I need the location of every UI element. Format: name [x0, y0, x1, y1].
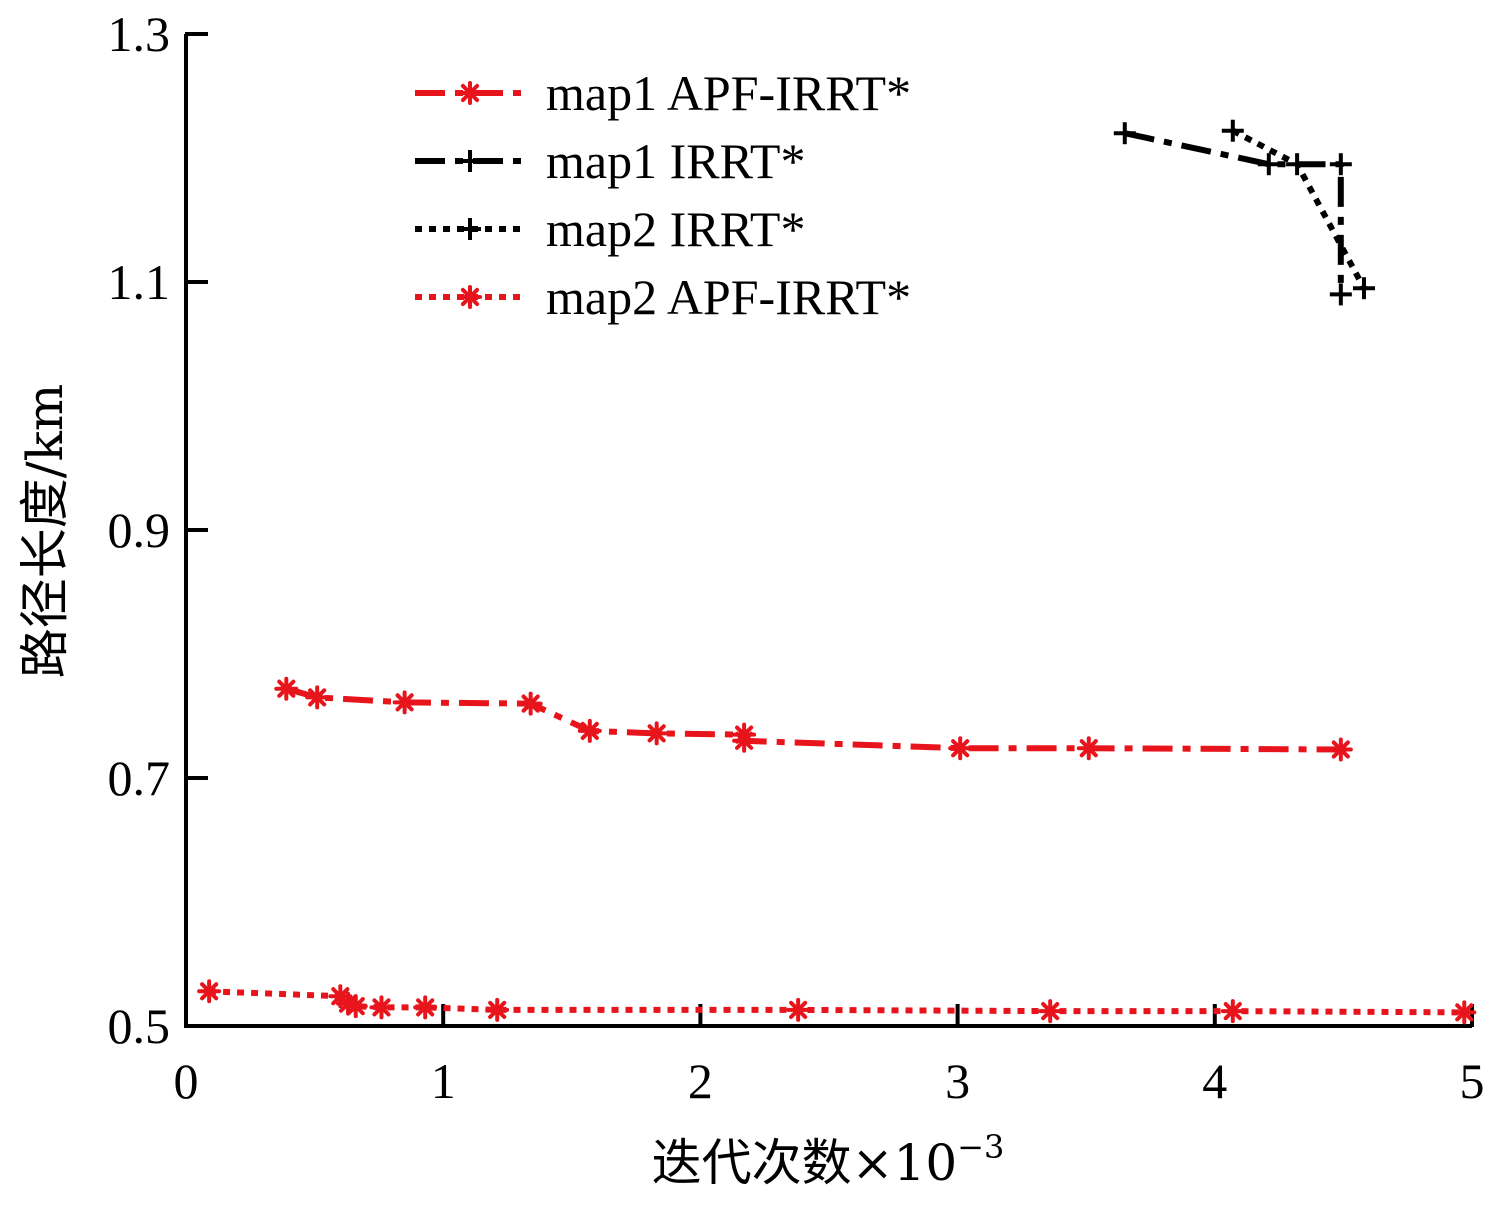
data-point — [577, 718, 602, 743]
marker-core — [1336, 745, 1345, 754]
legend-marker — [458, 285, 482, 309]
legend-marker — [458, 81, 482, 105]
data-point — [1038, 999, 1063, 1024]
marker-core — [1460, 1008, 1469, 1017]
x-axis-label: 迭代次数×10−3 — [652, 1128, 1005, 1192]
series-line — [208, 988, 1465, 1016]
legend-label: map2 APF-IRRT* — [546, 269, 911, 325]
marker-core — [1228, 1007, 1237, 1016]
data-point — [343, 994, 368, 1019]
data-point — [197, 979, 222, 1004]
marker-core — [585, 726, 594, 735]
marker-core — [421, 1003, 430, 1012]
data-point — [1220, 999, 1245, 1024]
series-map1-irrt- — [1113, 122, 1352, 306]
marker-core — [466, 89, 474, 97]
marker-core — [1046, 1007, 1055, 1016]
data-point — [1328, 737, 1353, 762]
data-point — [485, 997, 510, 1022]
legend-marker — [459, 150, 481, 172]
x-tick-label: 1 — [431, 1053, 456, 1109]
data-point — [1452, 1000, 1477, 1025]
y-tick-label: 1.3 — [108, 6, 171, 62]
x-axis-label-main: 迭代次数×10 — [652, 1134, 958, 1192]
y-tick-label: 0.5 — [108, 998, 171, 1054]
data-point — [1329, 153, 1352, 176]
legend-item: map2 IRRT* — [415, 201, 805, 257]
axes — [184, 34, 1472, 1028]
legend-item: map1 IRRT* — [415, 133, 805, 189]
x-tick-label: 5 — [1460, 1053, 1485, 1109]
series-map2-apf-irrt- — [197, 979, 1477, 1025]
legend-label: map2 IRRT* — [546, 201, 805, 257]
marker-core — [794, 1005, 803, 1014]
y-tick-label: 0.7 — [108, 750, 171, 806]
marker-core — [493, 1005, 502, 1014]
x-tick-label: 3 — [945, 1053, 970, 1109]
series-map2-irrt- — [1221, 119, 1375, 300]
series-map1-apf-irrt- — [274, 676, 1353, 762]
marker-core — [282, 684, 291, 693]
data-point — [1286, 153, 1309, 176]
marker-core — [526, 699, 535, 708]
data-point — [274, 676, 299, 701]
x-tick-label: 2 — [688, 1053, 713, 1109]
legend-marker — [459, 218, 481, 240]
data-point — [1257, 153, 1280, 176]
data-point — [786, 997, 811, 1022]
ticks: 0 1 2 3 4 5 0.5 0.7 0.9 1.1 1.3 — [108, 6, 1485, 1109]
data-point — [1076, 736, 1101, 761]
series-layer — [197, 119, 1477, 1025]
legend: map1 APF-IRRT* map1 IRRT* map2 IRRT* map2 A… — [415, 65, 911, 325]
data-point — [369, 995, 394, 1020]
legend-item: map1 APF-IRRT* — [415, 65, 911, 121]
data-point — [413, 995, 438, 1020]
marker-core — [205, 987, 214, 996]
data-point — [1221, 119, 1244, 142]
marker-core — [466, 293, 474, 301]
marker-core — [652, 729, 661, 738]
marker-core — [400, 698, 409, 707]
x-tick-label: 4 — [1202, 1053, 1227, 1109]
data-point — [392, 690, 417, 715]
series-line — [285, 685, 1341, 753]
data-point — [732, 728, 757, 753]
y-tick-label: 1.1 — [108, 254, 171, 310]
marker-core — [313, 693, 322, 702]
marker-core — [351, 1002, 360, 1011]
data-point — [518, 691, 543, 716]
marker-core — [740, 736, 749, 745]
data-point — [948, 736, 973, 761]
data-point — [1113, 122, 1136, 145]
x-tick-label: 0 — [174, 1053, 199, 1109]
legend-item: map2 APF-IRRT* — [415, 269, 911, 325]
data-point — [1329, 283, 1352, 306]
data-point — [1352, 277, 1375, 300]
legend-label: map1 APF-IRRT* — [546, 65, 911, 121]
x-axis-label-exponent: −3 — [957, 1128, 1004, 1166]
legend-label: map1 IRRT* — [546, 133, 805, 189]
marker-core — [1084, 744, 1093, 753]
y-axis-label: 路径长度/km — [16, 384, 74, 679]
series-line — [1124, 130, 1344, 295]
data-point — [305, 685, 330, 710]
data-point — [644, 721, 669, 746]
marker-core — [956, 744, 965, 753]
y-tick-label: 0.9 — [108, 502, 171, 558]
marker-core — [377, 1003, 386, 1012]
